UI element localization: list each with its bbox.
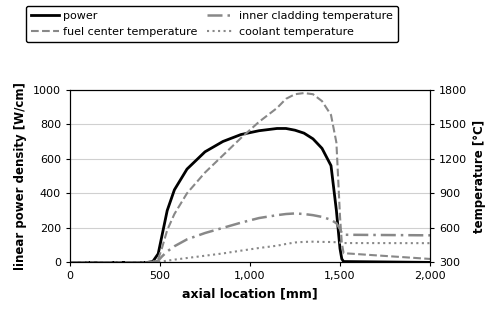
- Y-axis label: temperature [°C]: temperature [°C]: [472, 119, 486, 233]
- Legend: power, fuel center temperature, inner cladding temperature, coolant temperature: power, fuel center temperature, inner cl…: [26, 5, 398, 42]
- Y-axis label: linear power density [W/cm]: linear power density [W/cm]: [14, 82, 28, 270]
- X-axis label: axial location [mm]: axial location [mm]: [182, 287, 318, 300]
